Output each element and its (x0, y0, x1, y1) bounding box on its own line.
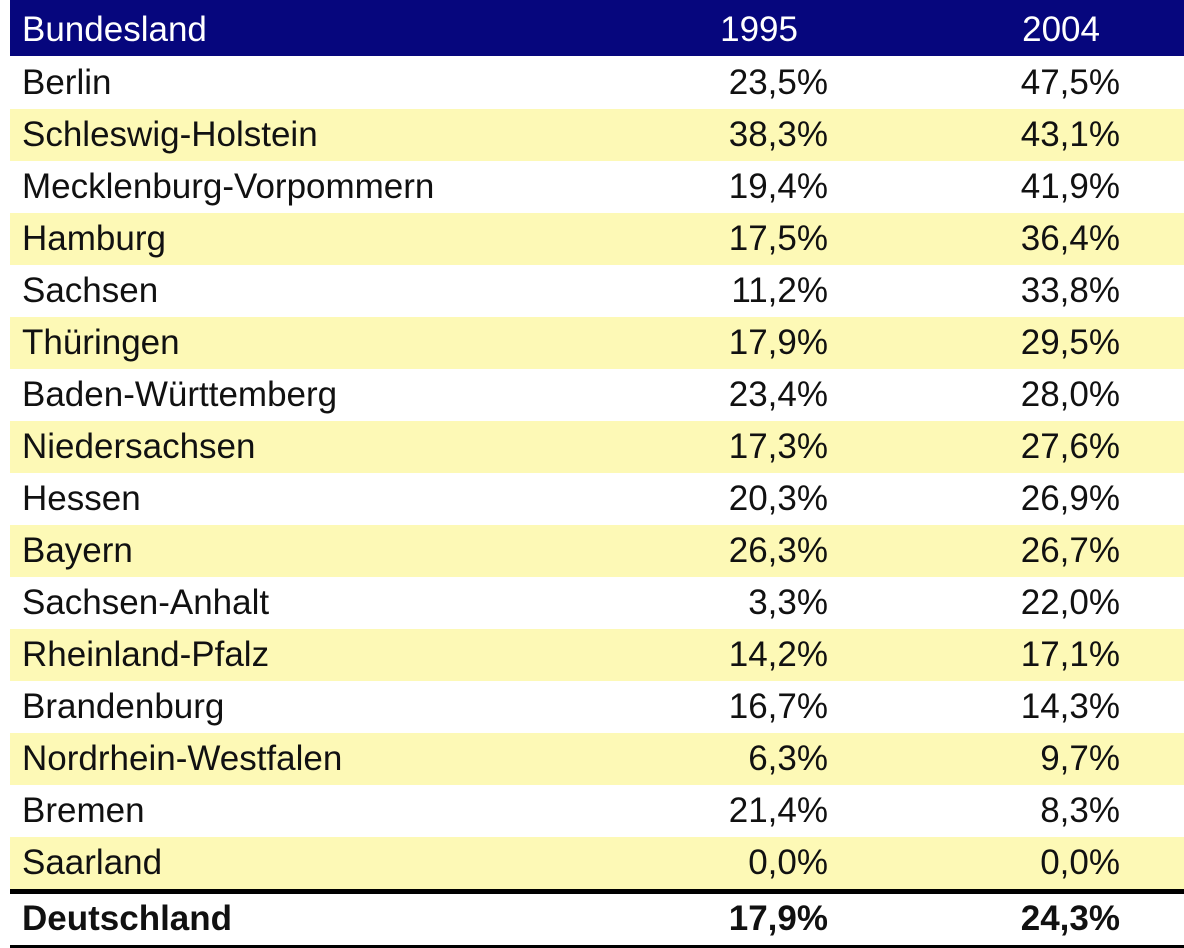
header-cell: 1995 (720, 10, 798, 49)
table-cell: 11,2% (731, 271, 828, 310)
total-rule (10, 889, 1184, 894)
table-cell: 23,4% (728, 375, 828, 414)
table-cell: 17,5% (728, 219, 828, 258)
table-cell: Niedersachsen (22, 427, 256, 466)
table-cell: Berlin (22, 63, 112, 102)
table-row: Bayern 26,3% 26,7% (10, 525, 1184, 577)
table-cell: 0,0% (1040, 843, 1120, 882)
table-cell: 33,8% (1020, 271, 1120, 310)
table-cell: Nordrhein-Westfalen (22, 739, 343, 778)
table-row: Saarland 0,0% 0,0% (10, 837, 1184, 889)
table-cell: Mecklenburg-Vorpommern (22, 167, 435, 206)
table-row: Berlin 23,5% 47,5% (10, 57, 1184, 109)
table-cell: 28,0% (1020, 375, 1120, 414)
table-cell: 26,3% (728, 531, 828, 570)
table-row: Hamburg 17,5% 36,4% (10, 213, 1184, 265)
table-cell: 17,1% (1020, 635, 1120, 674)
table-cell: 22,0% (1020, 583, 1120, 622)
table-row: Sachsen 11,2% 33,8% (10, 265, 1184, 317)
table-cell: 38,3% (728, 115, 828, 154)
total-cell: Deutschland (22, 899, 233, 938)
table-cell: 9,7% (1040, 739, 1120, 778)
table-cell: Hessen (22, 479, 141, 518)
total-cell: 24,3% (1020, 899, 1120, 938)
header-row: Bundesland 1995 2004 (10, 0, 1184, 56)
table-row: Schleswig-Holstein 38,3% 43,1% (10, 109, 1184, 161)
table-row: Hessen 20,3% 26,9% (10, 473, 1184, 525)
table-cell: 47,5% (1020, 63, 1120, 102)
table-cell: 3,3% (748, 583, 828, 622)
header-cell: 2004 (1022, 10, 1100, 49)
table-cell: 19,4% (728, 167, 828, 206)
total-row: Deutschland 17,9% 24,3% (10, 893, 1184, 945)
table-cell: 0,0% (748, 843, 828, 882)
table-cell: 14,2% (728, 635, 828, 674)
table-row: Brandenburg 16,7% 14,3% (10, 681, 1184, 733)
table-cell: Bremen (22, 791, 145, 830)
table-cell: 21,4% (728, 791, 828, 830)
table-row: Niedersachsen 17,3% 27,6% (10, 421, 1184, 473)
table-cell: 41,9% (1020, 167, 1120, 206)
table-row: Thüringen 17,9% 29,5% (10, 317, 1184, 369)
table-cell: 43,1% (1020, 115, 1120, 154)
table-cell: Sachsen-Anhalt (22, 583, 270, 622)
table-cell: 36,4% (1020, 219, 1120, 258)
table-cell: 27,6% (1020, 427, 1120, 466)
table-row: Nordrhein-Westfalen 6,3% 9,7% (10, 733, 1184, 785)
table-cell: Thüringen (22, 323, 180, 362)
table-row: Sachsen-Anhalt 3,3% 22,0% (10, 577, 1184, 629)
table-cell: 26,7% (1020, 531, 1120, 570)
table-row: Bremen 21,4% 8,3% (10, 785, 1184, 837)
table-cell: 16,7% (728, 687, 828, 726)
table-cell: Saarland (22, 843, 163, 882)
table-cell: Brandenburg (22, 687, 225, 726)
table-cell: 29,5% (1020, 323, 1120, 362)
table-cell: Schleswig-Holstein (22, 115, 318, 154)
table-cell: Bayern (22, 531, 133, 570)
table-cell: 17,3% (728, 427, 828, 466)
table-cell: 8,3% (1040, 791, 1120, 830)
table-cell: Baden-Württemberg (22, 375, 338, 414)
table-row: Baden-Württemberg 23,4% 28,0% (10, 369, 1184, 421)
table-row: Rheinland-Pfalz 14,2% 17,1% (10, 629, 1184, 681)
table-cell: 17,9% (728, 323, 828, 362)
table-cell: 26,9% (1020, 479, 1120, 518)
table-cell: 14,3% (1020, 687, 1120, 726)
header-cell: Bundesland (22, 10, 207, 49)
table-cell: Sachsen (22, 271, 159, 310)
total-cell: 17,9% (728, 899, 828, 938)
table-cell: 20,3% (728, 479, 828, 518)
table-cell: Rheinland-Pfalz (22, 635, 270, 674)
table-cell: Hamburg (22, 219, 166, 258)
table-cell: 6,3% (748, 739, 828, 778)
table-cell: 23,5% (728, 63, 828, 102)
table-row: Mecklenburg-Vorpommern 19,4% 41,9% (10, 161, 1184, 213)
